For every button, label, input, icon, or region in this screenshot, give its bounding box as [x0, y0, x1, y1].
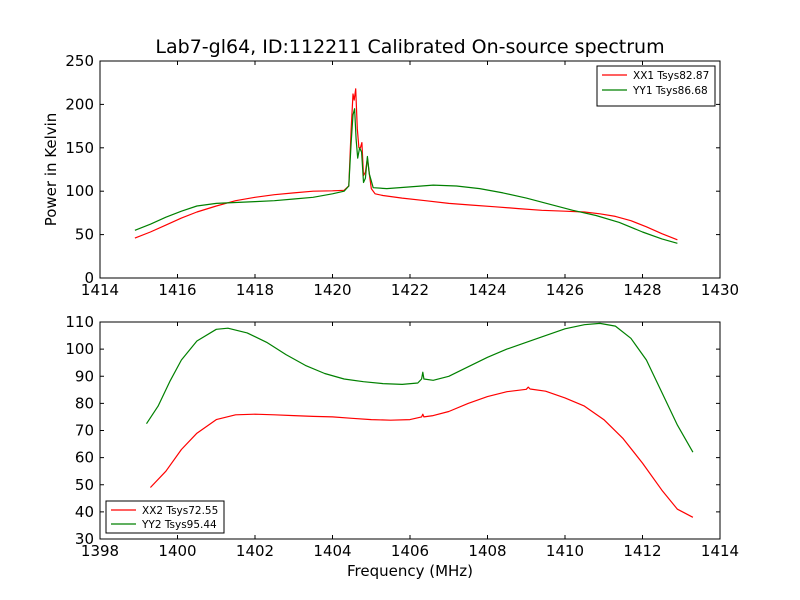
legend-label-xx: XX2 Tsys72.55 — [142, 505, 218, 517]
figure-title: Lab7-gl64, ID:112211 Calibrated On-sourc… — [155, 36, 664, 58]
x-tick-label: 1404 — [313, 542, 351, 560]
top-plot-panel: 1414 1416 1418 1420 1422 1424 1426 1428 1430 0 50 1… — [42, 52, 739, 299]
legend-label-yy: YY1 Tsys86.68 — [632, 85, 708, 97]
x-tick-label: 1416 — [158, 281, 196, 299]
x-tick-label: 1414 — [81, 281, 119, 299]
x-tick-label: 1414 — [701, 542, 739, 560]
series-line-yy — [134, 108, 678, 244]
x-tick-label: 1408 — [468, 542, 506, 560]
x-tick-label: 1412 — [623, 542, 661, 560]
y-tick-label: 50 — [75, 476, 94, 494]
x-tick-label: 1426 — [546, 281, 584, 299]
x-tick-label: 1410 — [546, 542, 584, 560]
series-line-yy — [145, 322, 694, 453]
y-tick-label: 40 — [75, 503, 94, 521]
bottom-plot-panel: 1398 1400 1402 1404 1406 1408 1410 1412 1414 30 40… — [65, 313, 739, 580]
x-tick-label: 1418 — [236, 281, 274, 299]
x-tick-label: 1402 — [236, 542, 274, 560]
y-tick-label: 70 — [75, 422, 94, 440]
legend-box — [596, 65, 716, 107]
series-line-xx — [149, 386, 694, 518]
series-line-xx — [134, 88, 678, 241]
legend-label-xx: XX1 Tsys82.87 — [633, 70, 709, 82]
legend-box — [105, 500, 225, 534]
x-tick-label: 1406 — [391, 542, 429, 560]
y-tick-label: 50 — [75, 226, 94, 244]
x-tick-label: 1424 — [468, 281, 506, 299]
y-tick-label: 0 — [84, 269, 94, 287]
x-tick-label: 1422 — [391, 281, 429, 299]
y-tick-label: 30 — [75, 530, 94, 548]
x-tick-label: 1400 — [158, 542, 196, 560]
y-tick-label: 80 — [75, 394, 94, 412]
x-axis-label: Frequency (MHz) — [347, 562, 473, 580]
y-tick-label: 200 — [65, 95, 94, 113]
x-tick-label: 1420 — [313, 281, 351, 299]
y-tick-label: 100 — [65, 182, 94, 200]
x-tick-label: 1430 — [701, 281, 739, 299]
x-tick-label: 1428 — [623, 281, 661, 299]
y-tick-label: 110 — [65, 313, 94, 331]
y-tick-label: 150 — [65, 139, 94, 157]
x-tick-label: 1398 — [81, 542, 119, 560]
y-tick-label: 250 — [65, 52, 94, 70]
y-tick-label: 100 — [65, 340, 94, 358]
y-tick-label: 90 — [75, 367, 94, 385]
y-axis-label: Power in Kelvin — [42, 113, 60, 227]
y-tick-label: 60 — [75, 449, 94, 467]
legend-label-yy: YY2 Tsys95.44 — [141, 519, 217, 531]
